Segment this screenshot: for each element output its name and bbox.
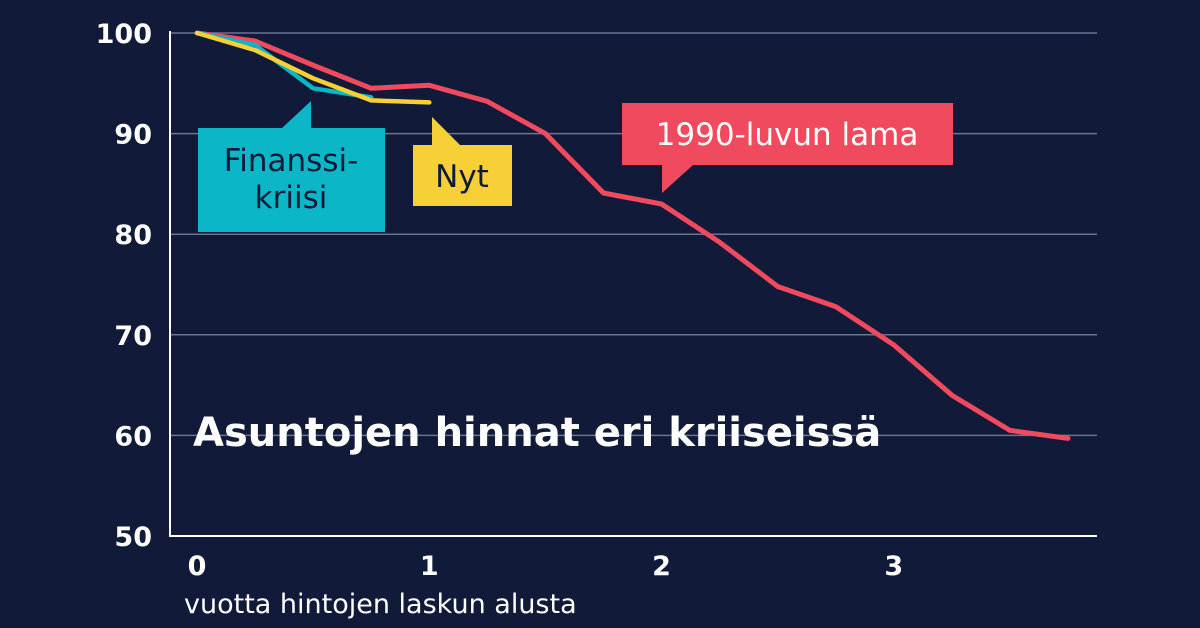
legend-callout-lama: 1990-luvun lama: [622, 103, 953, 193]
x-tick-label-0: 0: [188, 551, 207, 582]
callout-label-finanssikriisi-2: kriisi: [255, 180, 328, 216]
x-tick-label-2: 2: [652, 551, 671, 582]
axis-layer: [169, 31, 1097, 537]
series-line-nyt: [194, 30, 432, 105]
callout-label-nyt: Nyt: [435, 159, 489, 195]
series-layer: [194, 30, 1071, 441]
y-tick-label-50: 50: [114, 522, 152, 553]
callout-box-finanssikriisi: [198, 101, 385, 232]
x-tick-labels: 0 1 2 3: [188, 551, 904, 582]
x-axis-label: vuotta hintojen laskun alusta: [184, 589, 577, 620]
legend-callout-finanssikriisi: Finanssi-kriisi: [198, 101, 385, 232]
callout-label-lama: 1990-luvun lama: [656, 117, 919, 153]
grid-layer: [170, 32, 1097, 437]
x-tick-label-1: 1: [420, 551, 439, 582]
x-tick-label-3: 3: [884, 551, 903, 582]
y-tick-label-90: 90: [114, 120, 152, 151]
y-tick-label-100: 100: [96, 19, 152, 50]
y-tick-label-80: 80: [114, 220, 152, 251]
series-line-lama: [194, 30, 1071, 441]
callout-box-nyt: [413, 117, 512, 206]
y-tick-label-70: 70: [114, 321, 152, 352]
callout-box-lama: [622, 103, 953, 193]
callout-layer: Finanssi-kriisi Nyt 1990-luvun lama: [198, 101, 953, 232]
callout-label-finanssikriisi-1: Finanssi-: [224, 143, 359, 179]
y-tick-label-60: 60: [114, 421, 152, 452]
legend-callout-nyt: Nyt: [413, 117, 512, 206]
chart-title: Asuntojen hinnat eri kriiseissä: [193, 410, 881, 456]
y-tick-labels: 100 90 80 70 60 50: [96, 19, 152, 553]
